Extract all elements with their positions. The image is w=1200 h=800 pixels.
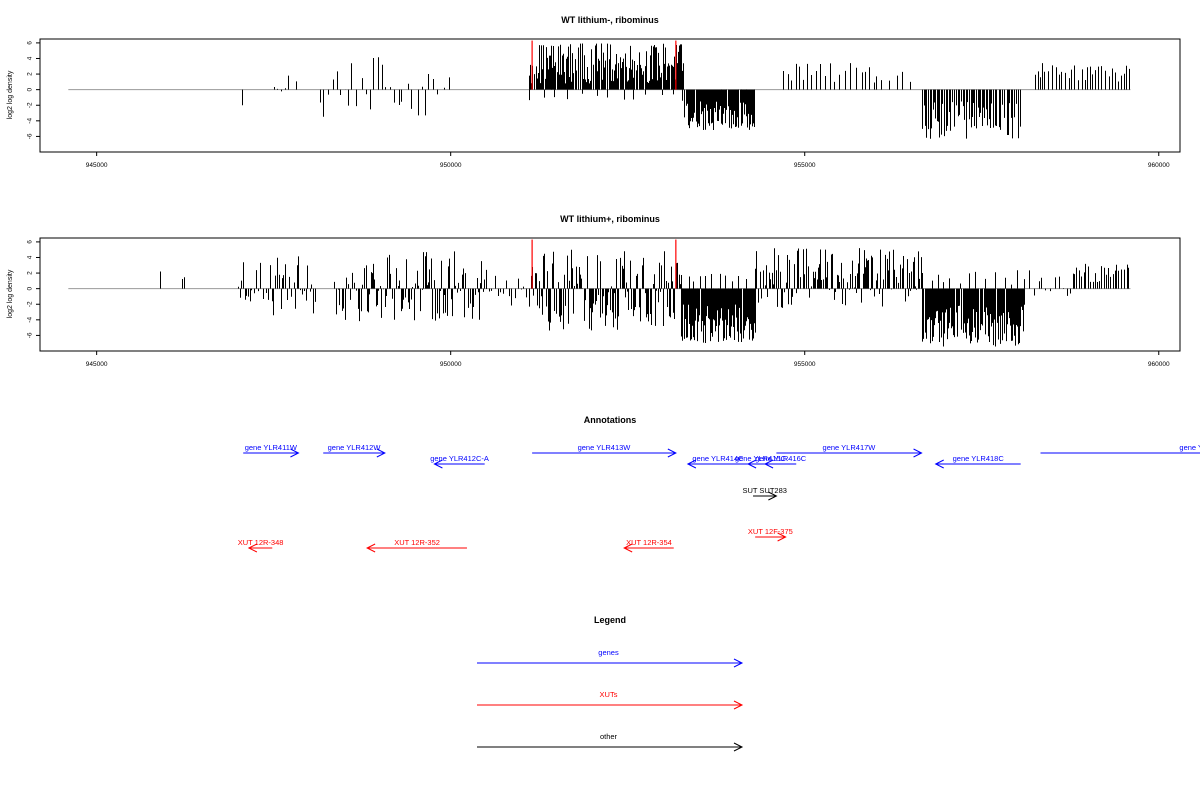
annotation-label: gene YLR411W bbox=[245, 443, 298, 452]
annotation-label: gene YLR413W bbox=[578, 443, 632, 452]
plot-frame bbox=[39, 38, 1181, 153]
arrow-head bbox=[366, 543, 376, 553]
arrow-head bbox=[667, 448, 677, 458]
legend-item: genes bbox=[477, 648, 744, 668]
annotation-label: gene YLR419W bbox=[1179, 443, 1200, 452]
annotation-gene: gene YLR412C-A bbox=[430, 454, 489, 469]
arrow-head bbox=[746, 459, 757, 469]
legend-item: other bbox=[477, 732, 744, 752]
plot-frame bbox=[39, 237, 1181, 352]
legend-label: other bbox=[600, 732, 618, 741]
annotation-gene: gene YLR419W bbox=[1040, 443, 1200, 454]
y-tick-label: 2 bbox=[27, 72, 34, 76]
legend-items: genes XUTs other bbox=[477, 648, 744, 752]
arrow-head bbox=[763, 459, 774, 469]
y-tick-label: 0 bbox=[27, 87, 34, 91]
x-tick-label: 955000 bbox=[794, 361, 816, 368]
annotation-gene: gene YLR413W bbox=[532, 443, 677, 458]
annotation-gene: gene YLR418C bbox=[934, 454, 1021, 469]
panel-lithium-plus: WT lithium+, ribominus log2 log density … bbox=[7, 214, 1181, 368]
density-bars bbox=[68, 43, 1131, 139]
density-bars bbox=[68, 248, 1131, 347]
annotation-gene: gene YLR412W bbox=[323, 443, 386, 458]
arrow-head bbox=[376, 448, 386, 458]
legend-title: Legend bbox=[594, 615, 626, 625]
annotation-label: gene YLR416C bbox=[755, 454, 807, 463]
annotation-label: gene YLR418C bbox=[953, 454, 1005, 463]
x-tick-label: 960000 bbox=[1148, 361, 1170, 368]
annotation-gene: gene YLR414C bbox=[686, 454, 749, 469]
red-markers bbox=[531, 40, 677, 90]
y-tick-label: -6 bbox=[27, 133, 34, 139]
arrow-head bbox=[623, 543, 633, 553]
panel-lithium-minus: WT lithium-, ribominus log2 log density … bbox=[7, 15, 1181, 169]
annotation-label: gene YLR412C-A bbox=[430, 454, 489, 463]
x-tick-label: 945000 bbox=[86, 361, 108, 368]
y-tick-label: 4 bbox=[27, 255, 34, 259]
annotations-title: Annotations bbox=[584, 415, 637, 425]
annotation-label: gene YLR417W bbox=[823, 443, 877, 452]
y-tick-label: -6 bbox=[27, 332, 34, 338]
annotation-xut: XUT 12R-352 bbox=[366, 538, 467, 553]
arrow-head bbox=[433, 459, 443, 469]
annotation-label: gene YLR414C bbox=[692, 454, 744, 463]
annotation-label: XUT 12R-354 bbox=[626, 538, 672, 547]
arrow-head bbox=[733, 658, 744, 668]
legend-label: genes bbox=[598, 648, 619, 657]
arrow-head bbox=[913, 448, 923, 458]
x-tick-label: 960000 bbox=[1148, 162, 1170, 169]
annotation-label: gene YLR415C bbox=[735, 454, 787, 463]
y-tick-label: 6 bbox=[27, 41, 34, 45]
annotation-xut: XUT 12R-354 bbox=[623, 538, 674, 553]
annotation-label: SUT SUT283 bbox=[742, 486, 786, 495]
x-axis: 945000 950000 955000 960000 bbox=[86, 351, 1170, 368]
annotation-track: gene YLR411W gene YLR412W gene YLR412C-A ge… bbox=[238, 443, 1200, 553]
y-axis: -6 -4 -2 0 2 4 6 bbox=[27, 240, 40, 338]
arrow-head bbox=[934, 459, 944, 469]
red-markers bbox=[531, 239, 677, 289]
annotations-panel: Annotations gene YLR411W gene YLR412Wgene… bbox=[238, 415, 1200, 553]
annotation-gene: gene YLR417W bbox=[776, 443, 923, 458]
y-axis: -6 -4 -2 0 2 4 6 bbox=[27, 41, 40, 139]
arrow-head bbox=[686, 459, 697, 469]
y-axis-label: log2 log density bbox=[7, 70, 14, 119]
y-tick-label: 4 bbox=[27, 56, 34, 60]
y-tick-label: 0 bbox=[27, 286, 34, 290]
annotation-label: XUT 12F-375 bbox=[748, 527, 793, 536]
panel-title: WT lithium-, ribominus bbox=[561, 15, 659, 25]
y-tick-label: 6 bbox=[27, 240, 34, 244]
y-axis-label: log2 log density bbox=[7, 269, 14, 318]
annotation-xut: XUT 12F-375 bbox=[748, 527, 793, 542]
arrow-head bbox=[290, 448, 300, 458]
y-tick-label: -2 bbox=[27, 102, 34, 108]
annotation-label: XUT 12R-348 bbox=[238, 538, 284, 547]
annotation-label: XUT 12R-352 bbox=[394, 538, 440, 547]
y-tick-label: -4 bbox=[27, 317, 34, 323]
arrow-head bbox=[247, 543, 258, 553]
legend-panel: Legend genes XUTs other bbox=[477, 615, 744, 752]
annotation-other: SUT SUT283 bbox=[742, 486, 787, 501]
arrow-head bbox=[733, 742, 744, 752]
x-tick-label: 945000 bbox=[86, 162, 108, 169]
x-tick-label: 950000 bbox=[440, 162, 462, 169]
annotation-xut: XUT 12R-348 bbox=[238, 538, 284, 553]
arrow-head bbox=[733, 700, 744, 710]
x-tick-label: 955000 bbox=[794, 162, 816, 169]
annotation-label: gene YLR412W bbox=[328, 443, 382, 452]
x-tick-label: 950000 bbox=[440, 361, 462, 368]
y-tick-label: -2 bbox=[27, 301, 34, 307]
x-axis: 945000 950000 955000 960000 bbox=[86, 152, 1170, 169]
legend-label: XUTs bbox=[600, 690, 618, 699]
arrow-head bbox=[777, 532, 787, 542]
annotation-gene: gene YLR416C bbox=[755, 454, 807, 469]
y-tick-label: 2 bbox=[27, 271, 34, 275]
y-tick-label: -4 bbox=[27, 118, 34, 124]
panel-title: WT lithium+, ribominus bbox=[560, 214, 660, 224]
legend-item: XUTs bbox=[477, 690, 744, 710]
annotation-gene: gene YLR411W bbox=[243, 443, 300, 458]
arrow-head bbox=[768, 491, 778, 501]
